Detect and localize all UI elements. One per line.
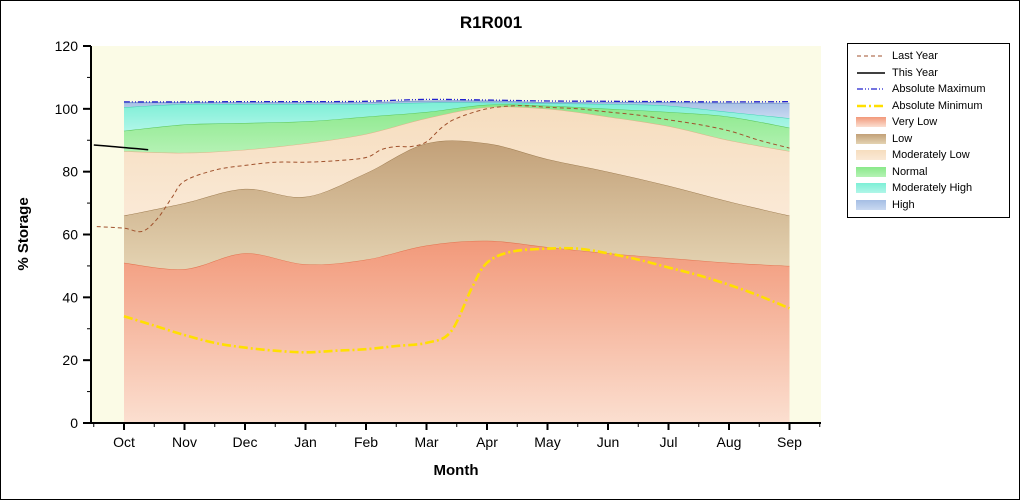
legend-item-very-low: Very Low (856, 115, 1001, 130)
y-tick-label-60: 60 (62, 227, 78, 243)
y-tick-label-20: 20 (62, 352, 78, 368)
legend-fill-sample-normal (856, 166, 886, 178)
x-tick-label-mar: Mar (414, 434, 438, 450)
legend-label: Moderately High (892, 182, 973, 195)
x-tick-label-jun: Jun (597, 434, 620, 450)
legend-item-moderately-low: Moderately Low (856, 148, 1001, 163)
legend-item-moderately-high: Moderately High (856, 181, 1001, 196)
band-very-low (124, 240, 790, 423)
legend-item-high: High (856, 198, 1001, 213)
x-tick-label-sep: Sep (777, 434, 802, 450)
legend-item-last-year: Last Year (856, 49, 1001, 64)
band-edge-high (124, 100, 790, 104)
band-moderately-low (124, 106, 790, 216)
y-tick-label-0: 0 (70, 415, 78, 431)
band-low (124, 140, 790, 270)
legend-line-sample-this-year (856, 67, 886, 79)
legend-label: Absolute Maximum (892, 83, 986, 96)
chart-title: R1R001 (460, 13, 522, 32)
legend-item-normal: Normal (856, 165, 1001, 180)
legend-item-absolute-maximum: Absolute Maximum (856, 82, 1001, 97)
series-last-year (96, 105, 790, 233)
x-tick-label-aug: Aug (717, 434, 742, 450)
band-moderately-high (124, 102, 790, 131)
legend-fill-sample-very-low (856, 116, 886, 128)
y-tick-label-40: 40 (62, 289, 78, 305)
legend-fill-sample-moderately-low (856, 149, 886, 161)
x-tick-label-jan: Jan (294, 434, 317, 450)
band-edge-very-low (123, 240, 790, 270)
x-tick-label-may: May (534, 434, 560, 450)
legend-line-sample-last-year (856, 50, 886, 62)
y-tick-label-80: 80 (62, 164, 78, 180)
legend-item-absolute-minimum: Absolute Minimum (856, 99, 1001, 114)
legend-line-sample-absolute-minimum (856, 100, 886, 112)
legend-fill-sample-low (856, 133, 886, 145)
series-absolute-minimum (123, 246, 791, 354)
x-axis-label: Month (434, 462, 479, 479)
legend-label: This Year (892, 66, 938, 79)
series-lines (93, 98, 791, 354)
x-tick-label-apr: Apr (476, 434, 498, 450)
legend-item-low: Low (856, 132, 1001, 147)
legend-item-this-year: This Year (856, 66, 1001, 81)
y-axis-label: % Storage (15, 197, 32, 270)
percentile-bands (123, 100, 790, 423)
legend-label: Absolute Minimum (892, 99, 983, 112)
x-tick-label-dec: Dec (233, 434, 258, 450)
x-tick-label-oct: Oct (113, 434, 135, 450)
series-this-year (93, 144, 149, 151)
legend-label: Low (892, 132, 913, 145)
legend-line-sample-absolute-maximum (856, 83, 886, 95)
series-absolute-maximum (123, 98, 790, 103)
legend: Last Year This Year Absolute Maximum Absolu… (847, 43, 1010, 218)
legend-label: Moderately Low (892, 149, 970, 162)
tick-labels: 0 20 40 60 80 100 120 Oct Nov Dec Jan Feb Mar Apr May J… (55, 38, 803, 450)
band-normal (124, 104, 790, 153)
axes (83, 45, 821, 430)
y-tick-label-100: 100 (55, 101, 79, 117)
legend-label: Very Low (892, 116, 938, 129)
x-tick-label-feb: Feb (354, 434, 378, 450)
x-tick-label-nov: Nov (172, 434, 197, 450)
legend-fill-sample-moderately-high (856, 182, 886, 194)
legend-fill-sample-high (856, 199, 886, 211)
x-tick-label-jul: Jul (660, 434, 678, 450)
y-tick-label-120: 120 (55, 38, 79, 54)
legend-label: Last Year (892, 50, 938, 63)
legend-label: Normal (892, 165, 928, 178)
legend-label: High (892, 198, 915, 211)
